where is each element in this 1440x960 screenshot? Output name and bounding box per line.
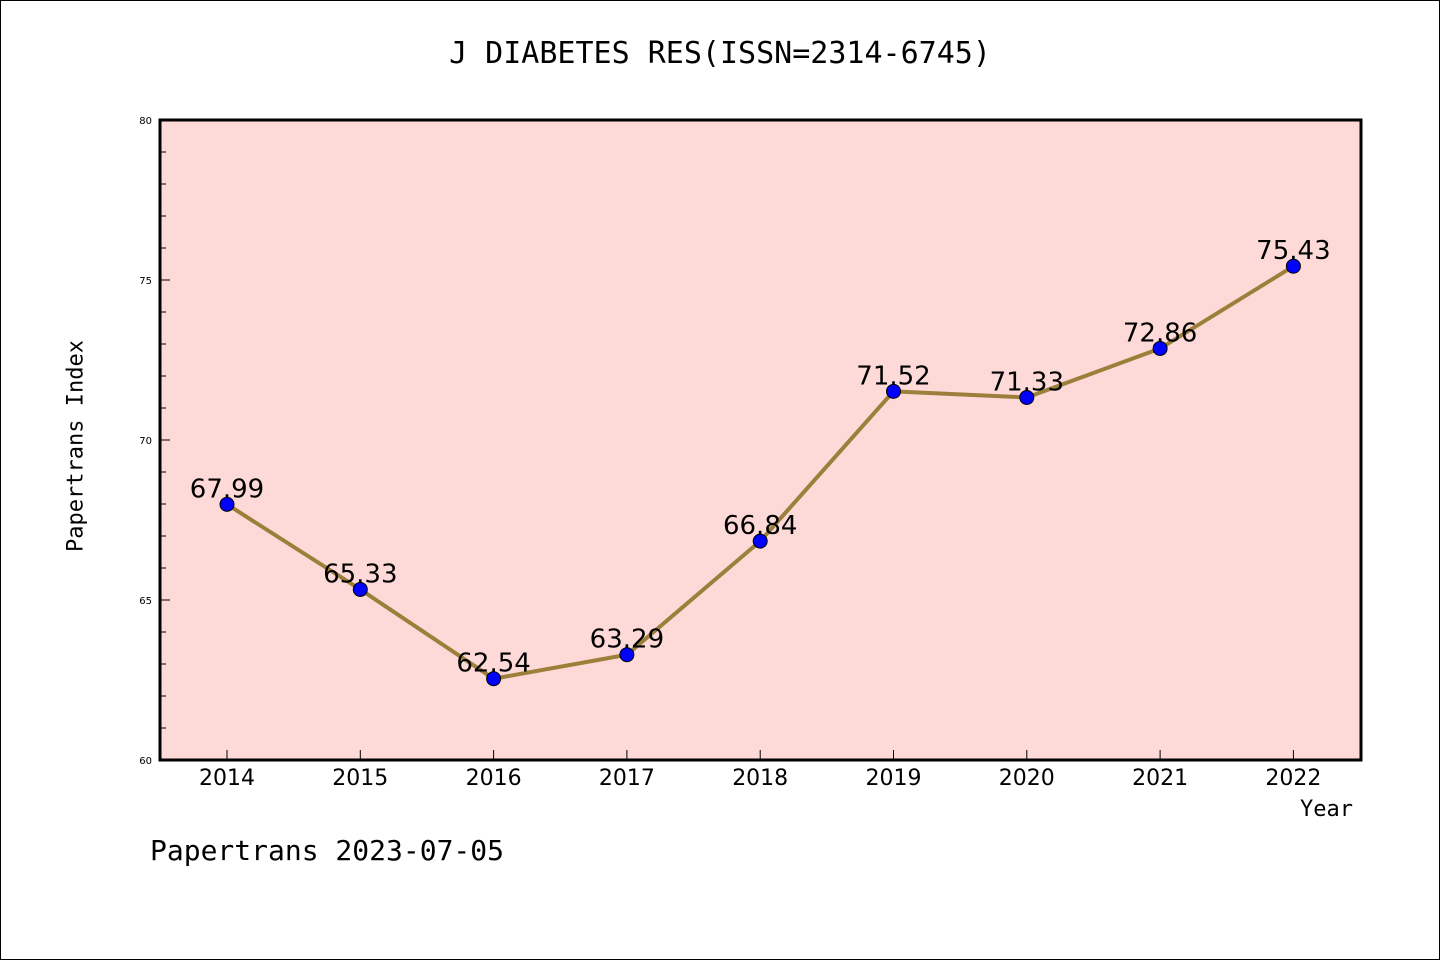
y-axis: 60 65 70 75 80	[139, 116, 170, 767]
x-tick-label: 2020	[999, 766, 1055, 791]
x-tick-label: 2017	[599, 766, 655, 791]
plot-area	[158, 118, 1363, 762]
data-series: 67.99 65.33 62.54 63.29 66.84 71.52 71.33 72.86…	[190, 236, 1331, 687]
data-label: 66.84	[723, 511, 797, 541]
x-tick-label: 2015	[332, 766, 388, 791]
x-tick-label: 2014	[199, 766, 255, 791]
y-tick-label: 80	[139, 116, 152, 127]
x-tick-label: 2016	[466, 766, 522, 791]
data-point	[1152, 340, 1168, 356]
footer-text: Papertrans 2023-07-05	[150, 834, 505, 867]
x-tick-label: 2019	[866, 766, 922, 791]
data-point	[486, 671, 502, 687]
data-point	[1285, 258, 1301, 274]
y-tick-label: 65	[139, 596, 152, 607]
data-point	[619, 647, 635, 663]
data-label: 72.86	[1123, 318, 1197, 348]
data-point	[752, 533, 768, 549]
data-label: 71.33	[990, 367, 1064, 397]
data-point	[886, 383, 901, 399]
y-tick-label: 75	[139, 276, 152, 287]
data-label: 67.99	[190, 474, 264, 504]
data-label: 65.33	[323, 559, 397, 589]
data-label: 71.52	[856, 361, 930, 391]
x-axis-label: Year	[1300, 797, 1353, 822]
chart-title: J DIABETES RES(ISSN=2314-6745)	[449, 36, 991, 71]
data-point	[1019, 389, 1035, 405]
data-label: 63.29	[590, 625, 664, 655]
y-tick-label: 70	[139, 436, 152, 447]
data-label: 75.43	[1256, 236, 1330, 266]
x-tick-label: 2018	[732, 766, 788, 791]
x-tick-label: 2022	[1265, 766, 1321, 791]
x-tick-label: 2021	[1132, 766, 1188, 791]
y-tick-label: 60	[139, 756, 152, 767]
data-point	[352, 581, 368, 597]
x-axis: 2014 2015 2016 2017 2018 2019 2020 2021 2022	[199, 750, 1321, 791]
data-label: 62.54	[456, 649, 530, 679]
data-point	[219, 496, 235, 512]
